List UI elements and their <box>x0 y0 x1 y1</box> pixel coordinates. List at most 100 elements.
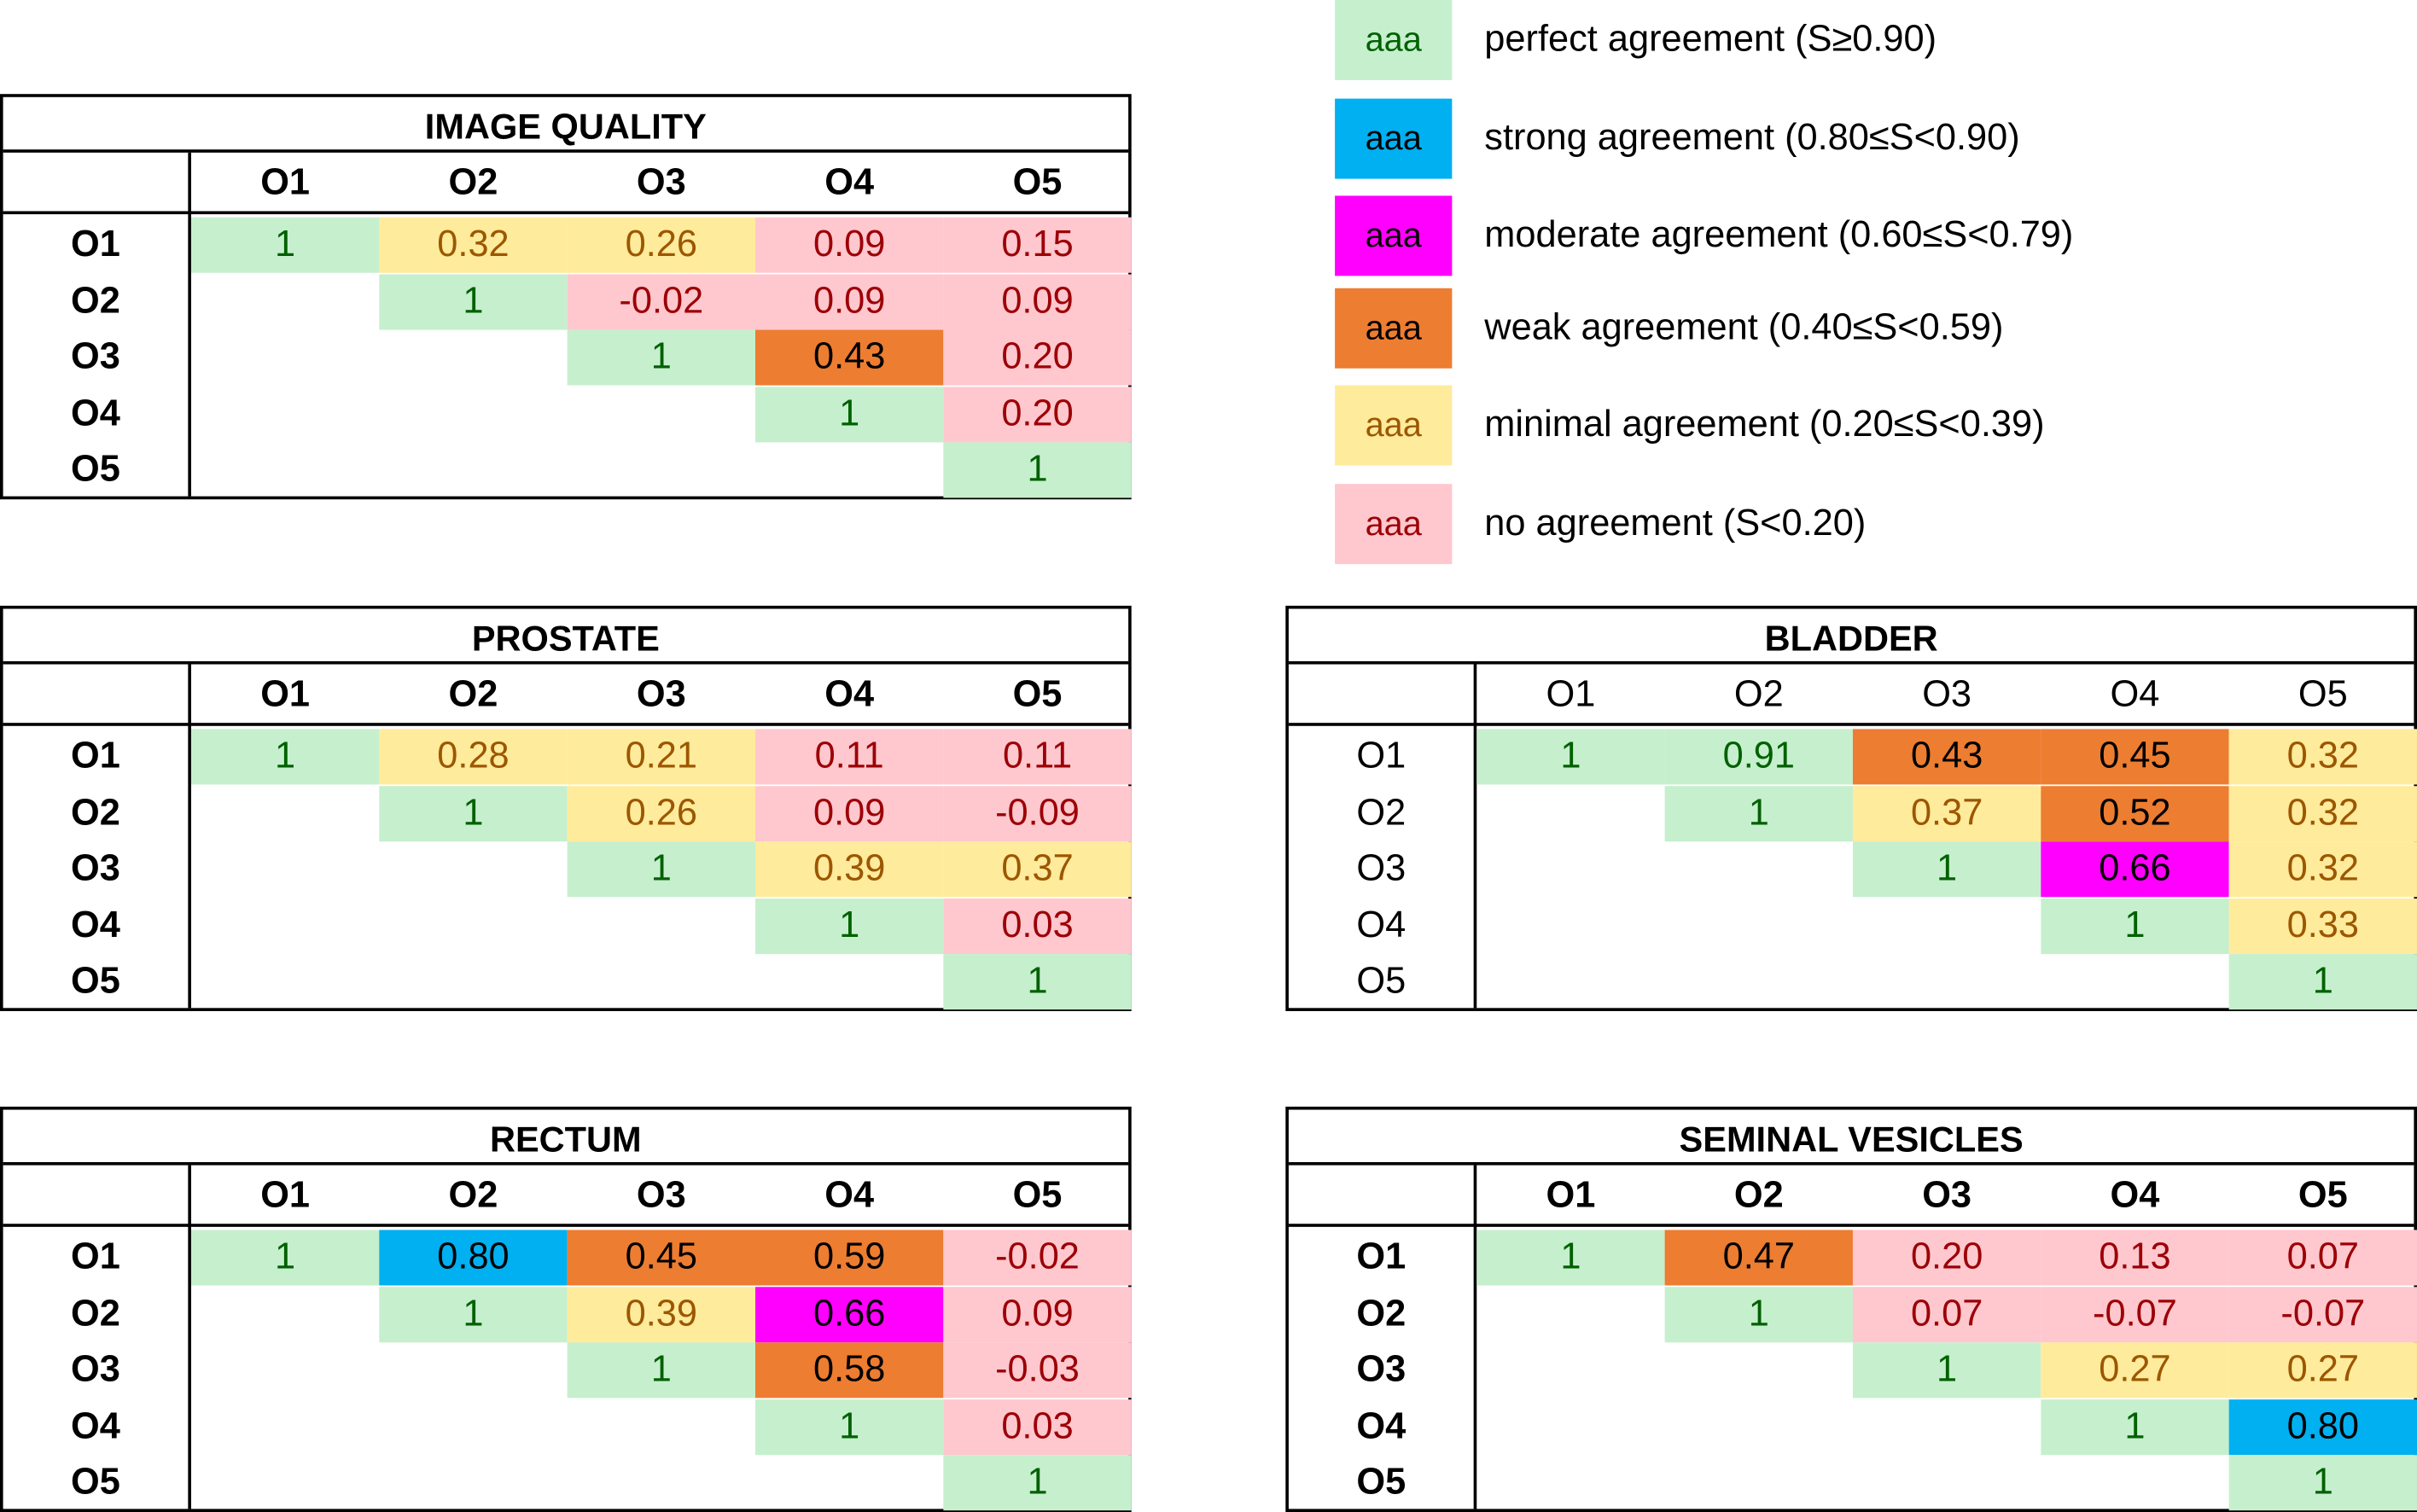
matrix-cell: 1 <box>754 898 944 954</box>
matrix-cell: 1 <box>1664 785 1853 841</box>
matrix-cell: 1 <box>2228 1455 2417 1511</box>
row-header: O1 <box>71 735 120 777</box>
matrix-cell: 0.33 <box>2228 898 2417 954</box>
row-header: O1 <box>1356 1236 1407 1278</box>
column-header: O1 <box>260 1174 311 1217</box>
matrix-cell: 0.66 <box>754 1286 944 1342</box>
matrix-cell: 0.27 <box>2228 1342 2417 1399</box>
column-header-row: O1 O2 O3 O4 O5 <box>3 1166 1129 1227</box>
matrix-cell: -0.02 <box>567 273 755 329</box>
row-header: O3 <box>71 847 120 890</box>
table-image-quality: IMAGE QUALITY O1 O2 O3 O4 O5 O1 1 0.32 0.26 0.09 0.… <box>0 94 1132 500</box>
matrix-cell: 0.39 <box>754 841 944 898</box>
column-header-row: O1 O2 O3 O4 O5 <box>1288 1166 2414 1227</box>
matrix-cell: 1 <box>379 1286 568 1342</box>
matrix-cell: 1 <box>379 785 568 841</box>
matrix-cell: 0.07 <box>1852 1286 2041 1342</box>
matrix-cell: 0.37 <box>1852 785 2041 841</box>
legend-swatch-strong: aaa <box>1335 98 1453 179</box>
column-header: O2 <box>1733 1174 1784 1217</box>
column-header-row: O1 O2 O3 O4 O5 <box>3 665 1129 726</box>
matrix-cell: 0.28 <box>379 729 568 785</box>
table-title: BLADDER <box>1288 608 2414 665</box>
row-header: O5 <box>1356 1462 1407 1503</box>
matrix-cell: 1 <box>754 387 944 443</box>
matrix-cell: 0.03 <box>943 1399 1132 1455</box>
row-header: O5 <box>71 449 120 491</box>
legend-swatch-perfect: aaa <box>1335 0 1453 80</box>
table-title: RECTUM <box>3 1110 1129 1166</box>
matrix-cell: 0.32 <box>379 217 568 273</box>
matrix-cell: -0.07 <box>2228 1286 2417 1342</box>
table-title: SEMINAL VESICLES <box>1288 1110 2414 1166</box>
matrix-cell: 1 <box>379 273 568 329</box>
column-header: O2 <box>1733 673 1784 716</box>
table-title: PROSTATE <box>3 608 1129 665</box>
matrix-cell: 0.20 <box>943 387 1132 443</box>
column-header: O4 <box>2110 673 2160 716</box>
row-header: O2 <box>71 1292 120 1335</box>
matrix-cell: 1 <box>1852 1342 2041 1399</box>
matrix-cell: 0.21 <box>567 729 755 785</box>
matrix-cell: 1 <box>2228 954 2417 1010</box>
matrix-cell: 0.09 <box>943 1286 1132 1342</box>
column-header: O4 <box>824 1174 875 1217</box>
column-header-row: O1 O2 O3 O4 O5 <box>3 153 1129 215</box>
matrix-cell: 0.39 <box>567 1286 755 1342</box>
row-header: O2 <box>71 280 120 322</box>
row-header-divider <box>1473 664 1477 1009</box>
matrix-cell: 1 <box>1664 1286 1853 1342</box>
matrix-cell: 1 <box>190 217 380 273</box>
column-header: O3 <box>636 1174 686 1217</box>
column-header: O2 <box>448 1174 498 1217</box>
matrix-cell: 0.52 <box>2041 785 2229 841</box>
row-header: O1 <box>1356 735 1407 777</box>
matrix-cell: 0.03 <box>943 898 1132 954</box>
matrix-cell: -0.09 <box>943 785 1132 841</box>
column-header: O2 <box>448 161 498 204</box>
matrix-cell: 1 <box>1476 729 1665 785</box>
matrix-cell: 0.45 <box>567 1230 755 1286</box>
matrix-cell: 0.91 <box>1664 729 1853 785</box>
row-header-divider <box>188 152 191 497</box>
matrix-cell: 1 <box>190 729 380 785</box>
column-header: O3 <box>1922 1174 1972 1217</box>
table-prostate: PROSTATE O1 O2 O3 O4 O5 O1 1 0.28 0.21 0.11 0.11 O2 1… <box>0 605 1132 1011</box>
legend-swatch-moderate: aaa <box>1335 195 1453 276</box>
legend-swatch-weak: aaa <box>1335 288 1453 369</box>
matrix-cell: 1 <box>943 443 1132 499</box>
matrix-cell: 0.58 <box>754 1342 944 1399</box>
matrix-cell: 1 <box>1852 841 2041 898</box>
row-header: O2 <box>1356 791 1407 834</box>
column-header: O1 <box>1546 1174 1596 1217</box>
matrix-cell: 0.37 <box>943 841 1132 898</box>
column-header: O5 <box>1012 161 1063 204</box>
matrix-cell: 0.13 <box>2041 1230 2229 1286</box>
matrix-cell: 1 <box>567 329 755 386</box>
matrix-cell: 1 <box>2041 1399 2229 1455</box>
column-header: O1 <box>260 673 311 716</box>
matrix-cell: -0.03 <box>943 1342 1132 1399</box>
column-header: O4 <box>2110 1174 2160 1217</box>
matrix-cell: 1 <box>1476 1230 1665 1286</box>
column-header: O2 <box>448 673 498 716</box>
matrix-cell: 0.27 <box>2041 1342 2229 1399</box>
matrix-cell: 0.20 <box>1852 1230 2041 1286</box>
row-header: O5 <box>71 961 120 1003</box>
matrix-cell: 1 <box>943 1455 1132 1511</box>
column-header-row: O1 O2 O3 O4 O5 <box>1288 665 2414 726</box>
row-header: O2 <box>1356 1292 1407 1335</box>
row-header: O4 <box>71 1404 120 1447</box>
column-header: O1 <box>1546 673 1596 716</box>
matrix-cell: 0.09 <box>754 785 944 841</box>
matrix-cell: -0.02 <box>943 1230 1132 1286</box>
row-header: O3 <box>71 1348 120 1391</box>
column-header: O3 <box>636 161 686 204</box>
legend-label-none: no agreement (S<0.20) <box>1484 502 1867 544</box>
row-header: O4 <box>1356 1404 1407 1447</box>
column-header: O4 <box>824 161 875 204</box>
row-header-divider <box>188 664 191 1009</box>
legend-label-strong: strong agreement (0.80≤S<0.90) <box>1484 117 2020 160</box>
matrix-cell: 1 <box>2041 898 2229 954</box>
matrix-cell: 0.26 <box>567 217 755 273</box>
